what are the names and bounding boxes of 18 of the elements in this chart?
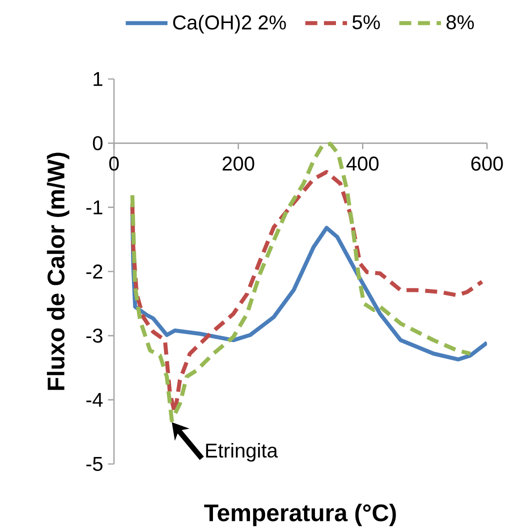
x-tick-label: 200 bbox=[222, 156, 254, 171]
y-tick-label: -2 bbox=[86, 264, 102, 278]
legend-label: 8% bbox=[446, 15, 474, 30]
x-tick-label: 400 bbox=[346, 156, 379, 171]
y-tick-label: -5 bbox=[86, 457, 102, 471]
y-tick-label: 1 bbox=[94, 72, 102, 86]
y-tick-label: 0 bbox=[92, 136, 102, 150]
legend-label: Ca(OH)2 2% bbox=[173, 14, 286, 34]
x-tick-label: 0 bbox=[109, 156, 119, 171]
x-tick-label: 600 bbox=[471, 156, 503, 171]
legend-label: 5% bbox=[352, 15, 380, 30]
x-axis-title: Temperatura (°C) bbox=[204, 504, 396, 526]
y-tick-label: -1 bbox=[86, 200, 102, 214]
y-tick-label: -4 bbox=[86, 392, 103, 407]
y-axis-title: Fluxo de Calor (m/W) bbox=[46, 152, 70, 390]
y-tick-label: -3 bbox=[86, 328, 102, 343]
line-series bbox=[130, 142, 472, 422]
annotation: Etringita bbox=[206, 442, 278, 462]
